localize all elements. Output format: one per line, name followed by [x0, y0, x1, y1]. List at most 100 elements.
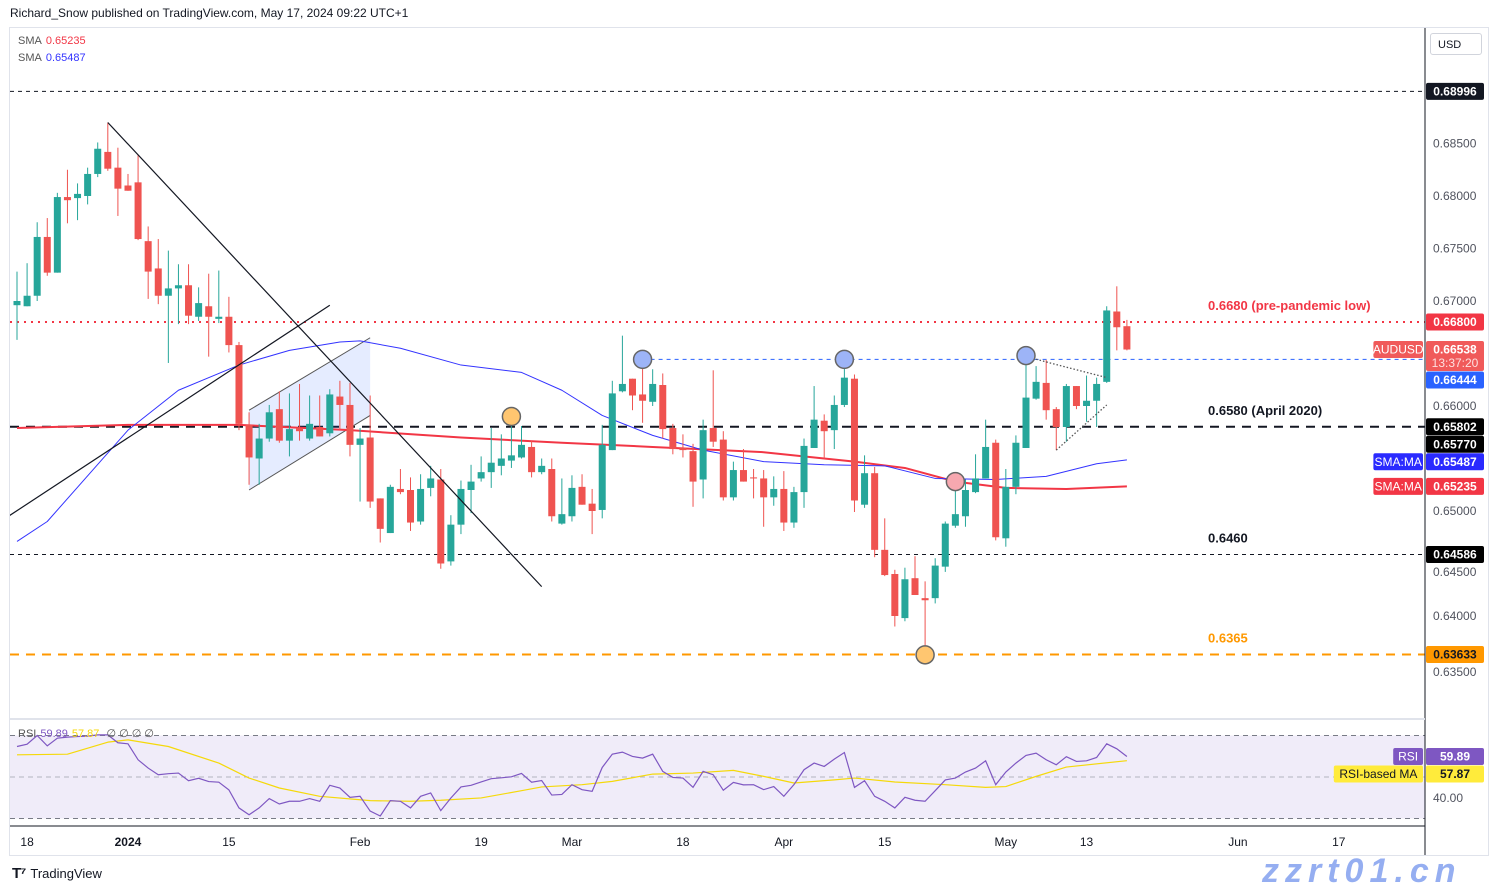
candle[interactable]	[972, 454, 980, 494]
axis_badges-badge[interactable]: 0.65802	[1426, 418, 1484, 436]
candle[interactable]	[134, 155, 142, 241]
candle[interactable]	[659, 373, 667, 439]
candle[interactable]	[104, 122, 112, 171]
candle[interactable]	[558, 478, 566, 525]
candle[interactable]	[396, 469, 404, 495]
candle[interactable]	[185, 264, 193, 325]
candle[interactable]	[366, 395, 374, 508]
axis_badges-badge[interactable]: 0.65770	[1426, 435, 1484, 453]
axis_badges-badge[interactable]: 0.65235 SMA:MA	[1373, 477, 1484, 495]
candle[interactable]	[195, 287, 203, 321]
candle[interactable]	[992, 439, 1000, 541]
candle[interactable]	[548, 458, 556, 522]
candle[interactable]	[881, 518, 889, 577]
candle[interactable]	[750, 469, 758, 499]
candle[interactable]	[437, 469, 445, 569]
candle[interactable]	[346, 382, 354, 457]
axis_badges-badge[interactable]: 0.63633	[1426, 646, 1484, 664]
candle[interactable]	[1032, 366, 1040, 400]
candle[interactable]	[931, 558, 939, 604]
candle[interactable]	[1103, 306, 1111, 383]
candle[interactable]	[74, 183, 82, 221]
candle[interactable]	[215, 270, 223, 324]
rsi_badges-badge[interactable]: 57.87 RSI-based MA	[1333, 765, 1484, 783]
candle[interactable]	[719, 431, 727, 501]
candle[interactable]	[457, 480, 465, 535]
candle[interactable]	[538, 458, 546, 475]
axis_badges-badge[interactable]: 0.66800	[1426, 313, 1484, 331]
candle[interactable]	[1113, 286, 1121, 351]
candle[interactable]	[326, 389, 334, 437]
candle[interactable]	[679, 434, 687, 458]
marker-circle[interactable]	[632, 349, 653, 370]
candle[interactable]	[386, 484, 394, 534]
candle[interactable]	[427, 465, 435, 497]
candle[interactable]	[1042, 359, 1050, 420]
candle[interactable]	[407, 477, 415, 531]
candle[interactable]	[43, 218, 51, 276]
candle[interactable]	[941, 521, 949, 572]
marker-circle[interactable]	[945, 471, 966, 492]
candle[interactable]	[63, 169, 71, 224]
candle[interactable]	[588, 488, 596, 535]
candle[interactable]	[114, 147, 122, 216]
candle[interactable]	[356, 428, 364, 502]
candle[interactable]	[306, 395, 314, 441]
candle[interactable]	[709, 370, 717, 447]
candle[interactable]	[1083, 375, 1091, 422]
candle[interactable]	[265, 404, 273, 442]
candle[interactable]	[810, 386, 818, 448]
marker-circle[interactable]	[834, 349, 855, 370]
candle[interactable]	[911, 556, 919, 595]
axis_badges-badge[interactable]: 0.68996	[1426, 82, 1484, 100]
candle[interactable]	[790, 486, 798, 528]
candle[interactable]	[891, 569, 899, 627]
candle[interactable]	[618, 335, 626, 393]
candle[interactable]	[1052, 407, 1060, 451]
candle[interactable]	[275, 391, 283, 443]
candle[interactable]	[578, 474, 586, 505]
trendline[interactable]	[7, 304, 331, 517]
candle[interactable]	[84, 167, 92, 205]
candle[interactable]	[467, 464, 475, 514]
candle[interactable]	[760, 470, 768, 527]
trendline[interactable]	[107, 122, 543, 588]
triangle-line[interactable]	[1055, 404, 1108, 451]
candle[interactable]	[639, 359, 647, 423]
candle[interactable]	[830, 395, 838, 450]
channel-top-line[interactable]	[248, 337, 371, 411]
legend-sma-fast[interactable]: SMA 0.65487	[18, 52, 86, 64]
rsi_badges-badge[interactable]: 59.89 RSI	[1393, 747, 1484, 765]
candle[interactable]	[921, 581, 929, 655]
candle[interactable]	[164, 250, 172, 363]
candle[interactable]	[608, 380, 616, 451]
candle[interactable]	[598, 424, 606, 519]
legend-sma-slow[interactable]: SMA 0.65235	[18, 35, 86, 47]
candle[interactable]	[770, 476, 778, 506]
rsi-pane[interactable]	[10, 734, 1425, 819]
candle[interactable]	[255, 423, 263, 485]
candle[interactable]	[961, 479, 969, 527]
marker-circle[interactable]	[1016, 345, 1036, 366]
candle[interactable]	[245, 412, 253, 485]
candle[interactable]	[649, 369, 657, 406]
candle[interactable]	[1123, 319, 1131, 351]
candle[interactable]	[23, 263, 31, 307]
candle[interactable]	[780, 471, 788, 531]
candle[interactable]	[154, 239, 162, 305]
candle[interactable]	[800, 438, 808, 508]
candle[interactable]	[518, 425, 525, 459]
candle[interactable]	[235, 341, 243, 431]
candle[interactable]	[13, 271, 21, 340]
candle[interactable]	[316, 395, 324, 437]
candle[interactable]	[850, 374, 858, 513]
candle[interactable]	[1012, 435, 1020, 495]
candle[interactable]	[739, 449, 747, 482]
candle[interactable]	[1072, 386, 1080, 410]
candle[interactable]	[417, 474, 425, 525]
candle[interactable]	[487, 428, 495, 488]
candle[interactable]	[205, 273, 213, 357]
candle[interactable]	[144, 226, 152, 299]
candle[interactable]	[729, 461, 737, 501]
